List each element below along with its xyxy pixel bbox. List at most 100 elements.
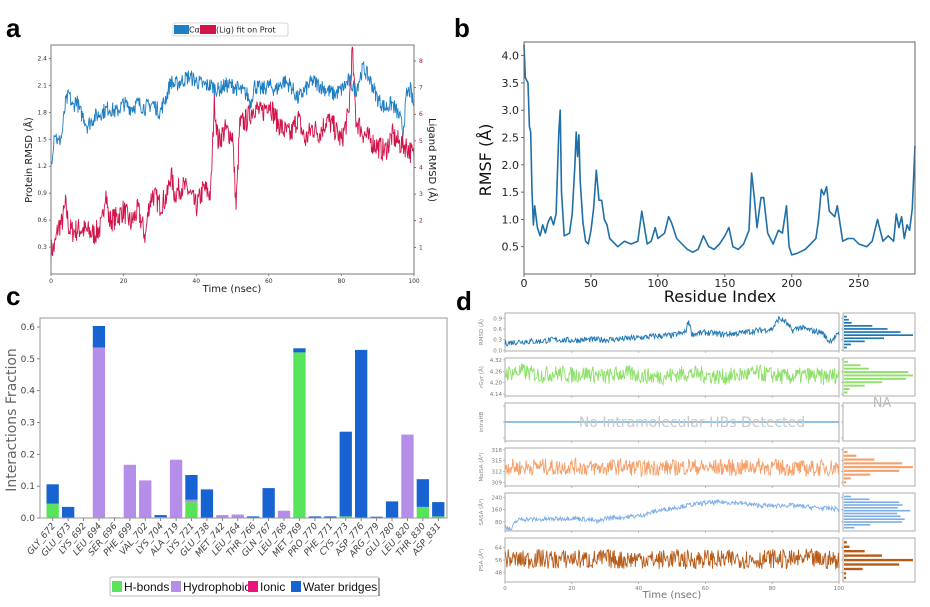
panel-letter-b: b — [454, 13, 470, 43]
a-ytick-label: 0.3 — [37, 244, 47, 251]
d-hist-bar — [844, 318, 849, 321]
d-hist-bar — [844, 495, 851, 498]
d-ytick-label: 309 — [492, 480, 503, 486]
c-bar-water-bridges — [293, 348, 306, 353]
d-hist-bar — [844, 343, 851, 346]
c-bar-water-bridges — [385, 501, 399, 518]
c-bar-water-bridges — [339, 431, 352, 517]
c-bar-hydrophobic — [139, 480, 152, 518]
a-xtick-label: 100 — [408, 278, 420, 285]
a-ytick-right-label: 7 — [419, 85, 423, 92]
d-xtick-label: 100 — [834, 586, 845, 592]
b-ylabel: RMSF (Å) — [476, 124, 495, 197]
d-series-line — [504, 547, 840, 570]
c-bar-h-bonds — [293, 352, 306, 518]
panel-c-interactions-plot: 0.00.10.20.30.40.50.6GLY_672GLU_673LYS_6… — [4, 317, 448, 597]
c-ytick-label: 0.0 — [21, 514, 36, 524]
c-bar-water-bridges — [92, 326, 106, 348]
c-ytick-label: 0.1 — [21, 482, 35, 492]
d-hist-bar — [844, 346, 847, 349]
a-ytick-right-label: 2 — [419, 218, 423, 225]
c-bar-water-bridges — [324, 516, 337, 518]
d-ytick-label: 0.3 — [493, 338, 502, 344]
d-ylabel: PSA (Å²) — [478, 549, 485, 572]
legend-label-protein: Cα — [189, 26, 200, 35]
d-ytick-label: 0.9 — [493, 316, 502, 322]
c-bar-water-bridges — [416, 479, 429, 507]
legend-c: H-bonds Hydrophobic Ionic Water bridges — [109, 576, 380, 597]
c-bar-water-bridges — [262, 488, 275, 518]
d-hist-frame — [842, 312, 916, 352]
a-ytick-label: 2.4 — [37, 55, 47, 62]
c-bar-h-bonds — [185, 502, 198, 518]
d-subplot-1: rGyr (Å) 4.14 4.20 4.26 4.32 — [478, 357, 916, 398]
c-bar-hydrophobic — [92, 347, 106, 518]
a-ytick-label: 1.8 — [37, 109, 47, 116]
d-hist-bar — [844, 371, 909, 373]
d-hist-bar — [844, 567, 863, 571]
b-xtick-label: 100 — [647, 277, 668, 290]
d-ytick-label: 312 — [492, 470, 503, 476]
a-xtick-label: 0 — [49, 278, 53, 285]
d-hist-bar — [844, 322, 852, 324]
b-xtick-label: 0 — [521, 277, 528, 290]
d-hist-bar — [844, 498, 870, 501]
d-xtick-label: 20 — [568, 586, 575, 592]
b-xtick-label: 150 — [714, 277, 735, 290]
d-hist-bar — [844, 466, 913, 469]
a-series — [50, 46, 415, 263]
b-ytick-label: 2.0 — [502, 159, 520, 172]
d-subplot-5: PSA (Å²) 48 56 64 — [478, 537, 916, 584]
c-bar-h-bonds — [416, 506, 429, 518]
a-ytick-label: 0.9 — [37, 190, 47, 197]
panel-a-rmsd-plot: Cα (Lig) fit on Prot 0 20 40 60 80 1000.30.60… — [22, 22, 439, 295]
a-ytick-right-label: 3 — [419, 191, 423, 198]
a-ytick-label: 2.1 — [37, 82, 47, 89]
b-ytick-label: 0.5 — [502, 241, 520, 254]
d-hist-bar — [844, 554, 882, 557]
d-hist-bar — [844, 473, 871, 476]
d-ylabel: SASA (Å²) — [478, 499, 485, 526]
d-hist-bar — [844, 454, 857, 457]
legend-swatch-hbonds — [112, 581, 122, 592]
c-bar-h-bonds — [432, 516, 445, 518]
d-hist-bar — [844, 477, 851, 480]
d-ytick-label: 318 — [492, 448, 503, 454]
d-ylabel: rGyr (Å) — [478, 366, 485, 388]
d-hist-bar — [844, 337, 884, 340]
d-subplot-2: intraHB No Intramolecular HBs Detected NA — [479, 396, 916, 443]
b-xtick-label: 250 — [848, 277, 869, 290]
legend-swatch-protein — [174, 25, 189, 34]
d-ylabel: RMSD (Å) — [478, 319, 485, 345]
a-series-ligand — [50, 46, 415, 263]
d-hist-na: NA — [873, 396, 892, 411]
d-ylabel: intraHB — [479, 411, 485, 432]
d-hist-bar — [844, 315, 847, 318]
c-bar-water-bridges — [355, 349, 368, 518]
d-hist-bar — [844, 388, 850, 390]
d-hist-bar — [844, 526, 855, 529]
d-hist-bar — [844, 501, 900, 503]
d-ytick-label: 4.26 — [490, 369, 503, 375]
b-tick-labels: 0 50 100 150 200 250 0.5 1.0 1.5 2.0 2.5 3.0 3.5 4.0 — [502, 50, 870, 290]
d-ytick-label: 48 — [495, 571, 502, 577]
panel-letter-c: c — [6, 281, 20, 311]
d-hist-bar — [844, 572, 847, 575]
d-plot-frame — [504, 357, 840, 397]
c-bar-h-bonds — [46, 503, 59, 518]
a-ytick-label: 0.6 — [37, 217, 47, 224]
a-ytick-right-label: 4 — [419, 164, 423, 171]
d-hist-bar — [844, 381, 882, 384]
d-hist-bar — [844, 458, 875, 461]
c-bar-hydrophobic — [123, 464, 136, 518]
d-hist-bar — [844, 469, 900, 472]
d-ytick-label: 4.20 — [490, 381, 503, 387]
legend-swatch-ligand — [200, 25, 216, 34]
d-hist-bar — [844, 541, 847, 544]
c-bar-water-bridges — [200, 489, 214, 518]
c-ytick-label: 0.3 — [21, 419, 35, 429]
c-bar-water-bridges — [432, 502, 445, 517]
d-series-line — [504, 316, 840, 347]
d-no-hbonds-note: No Intramolecular HBs Detected — [579, 415, 805, 431]
d-hist-bar — [844, 450, 848, 453]
